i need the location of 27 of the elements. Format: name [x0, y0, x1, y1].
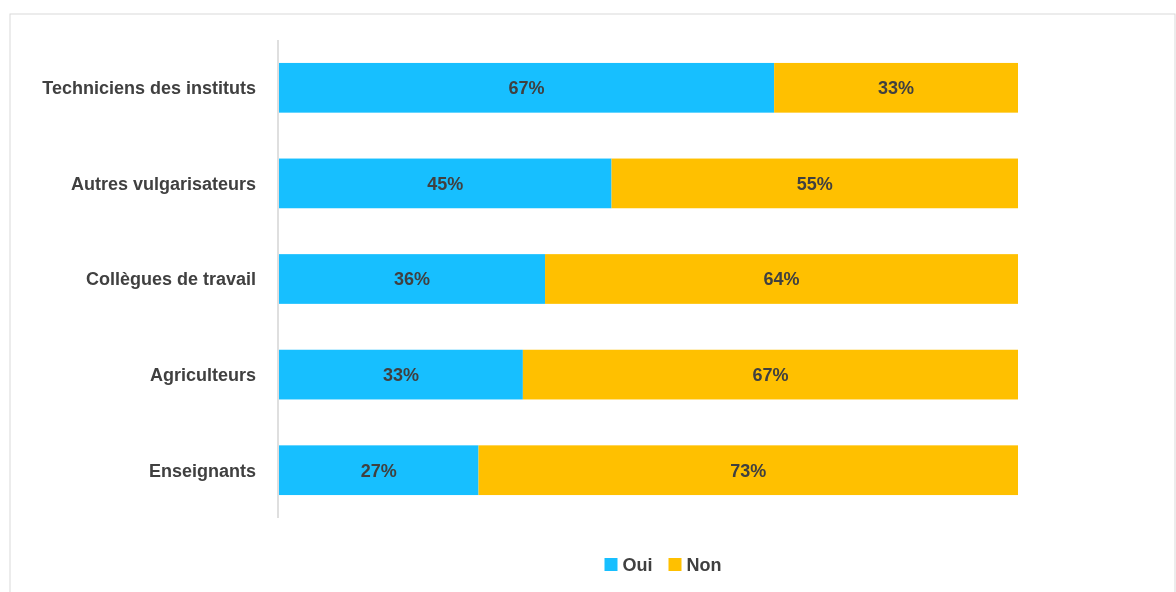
y-tick-label: Techniciens des instituts — [42, 78, 256, 99]
bar — [611, 158, 1018, 209]
bar — [279, 349, 523, 400]
bar — [522, 349, 1018, 400]
data-label: 33% — [382, 364, 419, 385]
bar — [279, 254, 546, 304]
y-tick-label: Autres vulgarisateurs — [70, 173, 256, 194]
bar — [279, 158, 612, 209]
data-label: 64% — [763, 269, 800, 290]
bar — [279, 445, 479, 496]
data-label: 73% — [730, 460, 767, 481]
data-label: 45% — [427, 173, 464, 194]
y-tick-label: Agriculteurs — [149, 364, 256, 385]
legend-label: Non — [686, 555, 722, 576]
bar — [545, 254, 1018, 304]
y-tick-label: Collègues de travail — [85, 269, 256, 290]
data-label: 67% — [752, 364, 789, 385]
data-label: 27% — [360, 460, 397, 481]
data-label: 67% — [508, 78, 545, 99]
legend-label: Oui — [622, 555, 653, 576]
bar — [279, 62, 775, 113]
bar — [478, 445, 1018, 496]
data-label: 33% — [878, 78, 915, 99]
data-label: 55% — [796, 173, 833, 194]
bar — [774, 62, 1018, 113]
data-label: 36% — [394, 269, 431, 290]
y-tick-label: Enseignants — [148, 460, 256, 481]
